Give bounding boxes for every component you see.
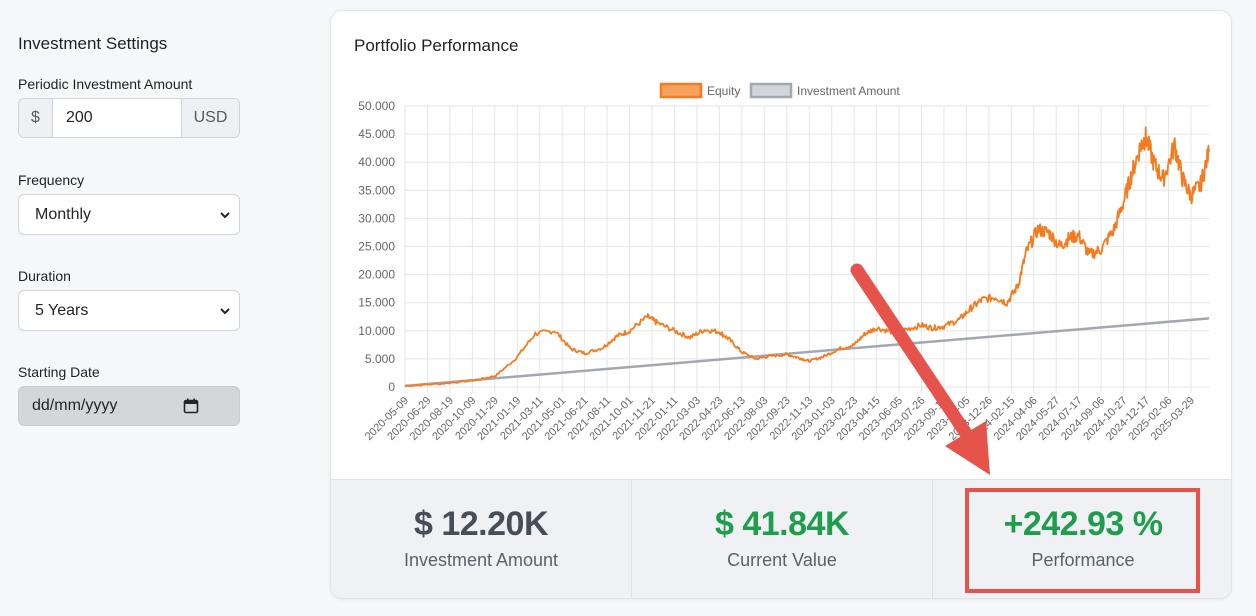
current-value-label: Current Value (727, 550, 837, 570)
frequency-select[interactable]: Monthly (18, 194, 240, 235)
duration-value: 5 Years (35, 301, 89, 319)
amount-input-group: $ USD (18, 98, 240, 138)
investment-amount-label: Investment Amount (403, 550, 559, 570)
y-tick-label: 20.000 (358, 268, 395, 282)
stat-investment: $ 12.20K Investment Amount (331, 480, 631, 598)
performance-highlight-box (965, 488, 1200, 593)
performance-value: +242.93 % (1003, 505, 1163, 543)
card-title: Portfolio Performance (354, 36, 519, 55)
start-date-input[interactable]: dd/mm/yyyy (18, 386, 240, 426)
chevron-down-icon (220, 308, 230, 315)
y-tick-label: 35.000 (358, 183, 395, 197)
currency-prefix: $ (19, 99, 53, 137)
y-tick-label: 25.000 (358, 240, 395, 254)
currency-suffix: USD (181, 99, 239, 137)
y-tick-label: 45.000 (358, 127, 395, 141)
stats-bar: $ 12.20K Investment Amount $ 41.84K Curr… (331, 479, 1231, 598)
current-value-value: $ 41.84K (715, 505, 850, 543)
y-tick-label: 50.000 (358, 99, 395, 113)
legend-investment-label[interactable]: Investment Amount (797, 84, 900, 98)
frequency-label: Frequency (18, 172, 85, 188)
y-tick-label: 15.000 (358, 296, 395, 310)
start-date-placeholder: dd/mm/yyyy (32, 397, 118, 414)
legend-equity-swatch[interactable] (659, 82, 703, 99)
stat-performance: +242.93 % Performance (932, 480, 1231, 598)
frequency-value: Monthly (35, 205, 92, 223)
y-tick-label: 5.000 (365, 352, 395, 366)
performance-chart: Equity Investment Amount 0 5.000 10.000 15.… (358, 82, 1210, 443)
duration-label: Duration (18, 268, 71, 284)
investment-series-line (404, 317, 1210, 388)
duration-select[interactable]: 5 Years (18, 290, 240, 331)
equity-series-line (404, 126, 1210, 388)
performance-label: Performance (1031, 550, 1135, 570)
investment-amount-value: $ 12.20K (414, 505, 549, 543)
y-tick-label: 30.000 (358, 211, 395, 225)
x-axis: 2020-05-092020-06-292020-08-192020-10-09… (363, 395, 1197, 443)
settings-title: Investment Settings (18, 34, 168, 53)
legend-investment-swatch[interactable] (749, 82, 793, 99)
amount-input[interactable] (53, 99, 181, 137)
y-tick-label: 10.000 (358, 324, 395, 338)
y-axis: 0 5.000 10.000 15.000 20.000 25.000 30.000 35.0… (358, 99, 395, 394)
y-tick-label: 40.000 (358, 155, 395, 169)
legend-equity-label[interactable]: Equity (707, 84, 740, 98)
portfolio-card: Portfolio Performance Equity Investment … (330, 10, 1232, 599)
chevron-down-icon (220, 212, 230, 219)
amount-label: Periodic Investment Amount (18, 76, 193, 92)
chart-lines (404, 126, 1210, 388)
start-date-label: Starting Date (18, 364, 100, 380)
chart-legend: Equity Investment Amount (659, 82, 900, 99)
stat-current: $ 41.84K Current Value (631, 480, 932, 598)
y-tick-label: 0 (388, 380, 395, 394)
calendar-icon[interactable] (183, 398, 199, 414)
